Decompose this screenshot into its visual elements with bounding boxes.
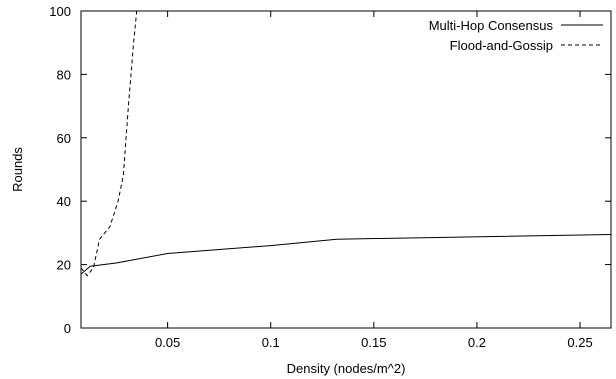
legend-label: Multi-Hop Consensus (429, 18, 554, 33)
flood-and-gossip-line (81, 11, 138, 277)
x-axis-ticks: 0.05 0.1 0.15 0.2 0.25 (155, 11, 593, 350)
legend: Multi-Hop Consensus Flood-and-Gossip (429, 18, 603, 53)
x-tick-label: 0.15 (361, 335, 386, 350)
y-tick-label: 20 (57, 258, 71, 273)
y-tick-label: 80 (57, 67, 71, 82)
y-axis-title: Rounds (10, 147, 25, 192)
y-tick-label: 0 (64, 321, 71, 336)
x-tick-label: 0.2 (468, 335, 486, 350)
multi-hop-consensus-line (81, 234, 611, 275)
x-tick-label: 0.25 (567, 335, 592, 350)
x-tick-label: 0.1 (262, 335, 280, 350)
legend-label: Flood-and-Gossip (450, 38, 553, 53)
plot-border (80, 10, 612, 329)
y-tick-label: 40 (57, 194, 71, 209)
y-axis-ticks: 0 20 40 60 80 100 (49, 4, 611, 336)
plot-frame (80, 10, 612, 329)
x-axis-title: Density (nodes/m^2) (287, 361, 406, 376)
series-layer (81, 11, 611, 277)
y-tick-label: 60 (57, 131, 71, 146)
x-tick-label: 0.05 (155, 335, 180, 350)
y-tick-label: 100 (49, 4, 71, 19)
